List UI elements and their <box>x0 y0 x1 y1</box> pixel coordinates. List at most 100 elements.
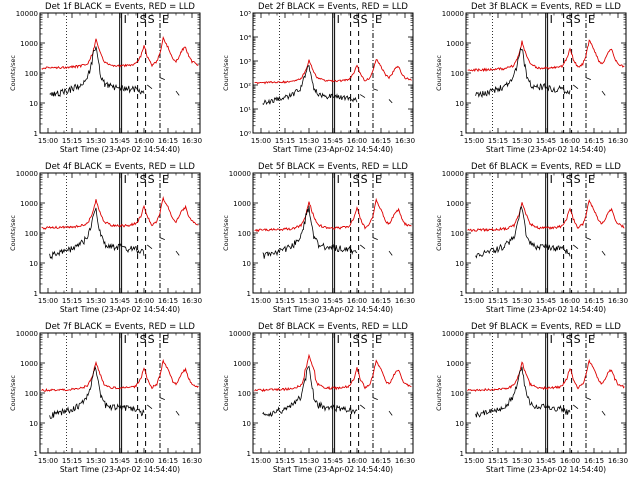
marker-label: S <box>140 13 147 26</box>
marker-label: I <box>124 173 127 186</box>
y-tick-label: 10000 <box>16 170 38 178</box>
x-tick-label: 15:15 <box>275 137 295 145</box>
x-tick-label: 16:30 <box>395 297 415 305</box>
x-tick-label: 16:30 <box>182 457 202 465</box>
series-black-events <box>475 205 571 259</box>
y-tick-label: 10000 <box>16 330 38 338</box>
series-black-segment <box>372 88 378 91</box>
marker-label: S <box>353 13 360 26</box>
y-tick-label: 1000 <box>233 360 251 368</box>
panel-title: Det 4f BLACK = Events, RED = LLD <box>45 162 195 172</box>
x-tick-label: 15:00 <box>464 457 484 465</box>
y-tick-label: 1 <box>460 450 464 458</box>
x-axis-label: Start Time (23-Apr-02 14:54:40) <box>60 465 180 474</box>
marker-label: S <box>361 173 368 186</box>
marker-label: E <box>162 333 169 346</box>
y-tick-label: 10³ <box>239 58 251 66</box>
y-tick-label: 1 <box>247 290 251 298</box>
x-tick-label: 15:45 <box>323 457 343 465</box>
y-tick-label: 10000 <box>229 330 251 338</box>
x-tick-label: 16:15 <box>371 137 391 145</box>
x-tick-label: 15:15 <box>275 297 295 305</box>
series-black-segment <box>585 77 591 81</box>
panel-title: Det 9f BLACK = Events, RED = LLD <box>471 322 621 332</box>
y-tick-label: 10⁵ <box>239 10 251 18</box>
x-tick-label: 16:30 <box>608 297 628 305</box>
marker-label: S <box>140 173 147 186</box>
series-black-segment <box>359 404 366 410</box>
series-red-lld <box>41 35 199 70</box>
series-black-events <box>262 205 358 259</box>
series-black-segment <box>159 77 165 81</box>
marker-label: S <box>566 13 573 26</box>
series-black-segment <box>572 244 579 250</box>
panel-8: Det 8f BLACK = Events, RED = LLD 1 10 100 10… <box>222 322 415 474</box>
x-tick-label: 16:15 <box>371 297 391 305</box>
marker-label: S <box>353 173 360 186</box>
x-tick-label: 15:30 <box>86 297 106 305</box>
x-tick-label: 15:30 <box>299 297 319 305</box>
y-tick-label: 1 <box>460 130 464 138</box>
panel-title: Det 2f BLACK = Events, RED = LLD <box>258 2 408 12</box>
y-axis-label: Counts/sec <box>9 55 17 91</box>
x-tick-label: 15:00 <box>38 297 58 305</box>
y-axis-label: Counts/sec <box>222 375 230 411</box>
x-axis-label: Start Time (23-Apr-02 14:54:40) <box>486 305 606 314</box>
series-black-segment <box>388 99 393 104</box>
y-tick-label: 1000 <box>20 200 38 208</box>
series-black-segment <box>601 250 606 256</box>
series-black-segment <box>601 410 606 416</box>
marker-label: I <box>337 333 340 346</box>
panel-9: Det 9f BLACK = Events, RED = LLD 1 10 100 10… <box>435 322 628 474</box>
y-tick-label: 100 <box>238 390 251 398</box>
series-black-events <box>49 365 145 419</box>
y-tick-label: 10 <box>29 420 38 428</box>
marker-label: E <box>162 13 169 26</box>
series-black-segment <box>572 84 579 90</box>
y-tick-label: 1000 <box>20 360 38 368</box>
x-tick-label: 16:00 <box>560 297 580 305</box>
series-red-lld <box>254 353 412 393</box>
series-black-segment <box>146 84 153 90</box>
y-tick-label: 1000 <box>446 40 464 48</box>
marker-label: S <box>140 333 147 346</box>
marker-label: E <box>588 13 595 26</box>
panel-title: Det 6f BLACK = Events, RED = LLD <box>471 162 621 172</box>
y-axis-label: Counts/sec <box>222 55 230 91</box>
x-tick-label: 16:15 <box>371 457 391 465</box>
y-tick-label: 100 <box>451 70 464 78</box>
x-tick-label: 16:00 <box>347 457 367 465</box>
series-black-segment <box>601 90 606 96</box>
marker-label: E <box>588 333 595 346</box>
y-tick-label: 1000 <box>446 200 464 208</box>
panel-7: Det 7f BLACK = Events, RED = LLD 1 10 100 10… <box>9 322 202 474</box>
marker-label: S <box>361 13 368 26</box>
x-axis-label: Start Time (23-Apr-02 14:54:40) <box>60 145 180 154</box>
x-tick-label: 15:00 <box>38 137 58 145</box>
y-tick-label: 10 <box>455 420 464 428</box>
x-tick-label: 15:00 <box>464 297 484 305</box>
y-axis-label: Counts/sec <box>435 375 443 411</box>
x-tick-label: 15:45 <box>536 137 556 145</box>
y-axis-label: Counts/sec <box>435 215 443 251</box>
panel-4: Det 4f BLACK = Events, RED = LLD 1 10 100 10… <box>9 162 202 314</box>
marker-label: S <box>361 333 368 346</box>
y-tick-label: 100 <box>25 230 38 238</box>
y-tick-label: 1 <box>34 450 38 458</box>
series-black-segment <box>359 94 366 98</box>
series-black-segment <box>585 397 591 401</box>
x-axis-label: Start Time (23-Apr-02 14:54:40) <box>486 145 606 154</box>
series-black-events <box>262 64 358 106</box>
x-tick-label: 15:30 <box>299 457 319 465</box>
x-tick-label: 16:15 <box>584 457 604 465</box>
marker-label: I <box>124 13 127 26</box>
x-tick-label: 15:00 <box>251 297 271 305</box>
series-black-segment <box>388 410 393 416</box>
x-tick-label: 16:30 <box>608 457 628 465</box>
y-tick-label: 1 <box>34 290 38 298</box>
x-tick-label: 15:15 <box>275 457 295 465</box>
marker-label: S <box>566 333 573 346</box>
x-tick-label: 15:30 <box>512 297 532 305</box>
panel-5: Det 5f BLACK = Events, RED = LLD 1 10 100 10… <box>222 162 415 314</box>
y-tick-label: 100 <box>238 230 251 238</box>
